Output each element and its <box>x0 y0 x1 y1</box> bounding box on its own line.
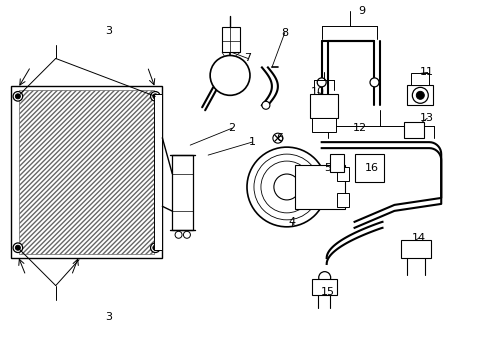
Bar <box>354 154 384 182</box>
Circle shape <box>183 231 190 238</box>
Bar <box>172 155 193 230</box>
Text: 7: 7 <box>244 54 251 63</box>
Text: 10: 10 <box>310 87 324 97</box>
Bar <box>401 240 430 258</box>
Circle shape <box>369 78 378 87</box>
Text: 16: 16 <box>364 163 378 173</box>
Circle shape <box>331 155 341 165</box>
Bar <box>336 167 348 181</box>
Circle shape <box>369 162 381 174</box>
Bar <box>19 90 154 254</box>
Circle shape <box>262 101 269 109</box>
Circle shape <box>253 154 319 220</box>
Circle shape <box>13 243 22 252</box>
Text: 15: 15 <box>320 287 334 297</box>
Circle shape <box>317 78 325 87</box>
Text: 1: 1 <box>248 137 255 147</box>
Circle shape <box>150 243 160 252</box>
Circle shape <box>272 133 282 143</box>
Circle shape <box>246 147 326 227</box>
Text: 3: 3 <box>105 312 112 323</box>
Text: 9: 9 <box>357 6 365 15</box>
Circle shape <box>261 161 312 213</box>
Bar <box>329 154 343 172</box>
Bar <box>222 27 240 53</box>
Circle shape <box>318 272 330 284</box>
Text: 5: 5 <box>324 163 330 173</box>
Text: 14: 14 <box>411 233 426 243</box>
Text: 11: 11 <box>419 67 433 77</box>
Text: 8: 8 <box>281 28 288 37</box>
Circle shape <box>15 245 20 250</box>
Circle shape <box>210 55 249 95</box>
Circle shape <box>150 91 160 101</box>
Bar <box>11 86 162 258</box>
Text: 13: 13 <box>419 113 433 123</box>
Bar <box>407 85 432 105</box>
Circle shape <box>357 162 369 174</box>
Bar <box>294 165 344 209</box>
Circle shape <box>153 245 158 250</box>
Circle shape <box>15 94 20 99</box>
Circle shape <box>407 124 420 136</box>
Bar <box>336 193 348 207</box>
Circle shape <box>13 91 22 101</box>
Text: 6: 6 <box>276 133 283 143</box>
Circle shape <box>415 91 424 99</box>
Bar <box>311 279 336 294</box>
Bar <box>309 94 337 118</box>
Circle shape <box>273 174 299 200</box>
Text: 4: 4 <box>287 217 295 227</box>
Bar <box>404 122 424 138</box>
Text: 2: 2 <box>228 123 235 133</box>
Text: 3: 3 <box>105 26 112 36</box>
Bar <box>311 118 335 132</box>
Bar <box>410 73 428 85</box>
Circle shape <box>175 231 182 238</box>
Circle shape <box>411 87 427 103</box>
Bar <box>154 94 162 250</box>
Text: 12: 12 <box>352 123 366 133</box>
Circle shape <box>153 94 158 99</box>
